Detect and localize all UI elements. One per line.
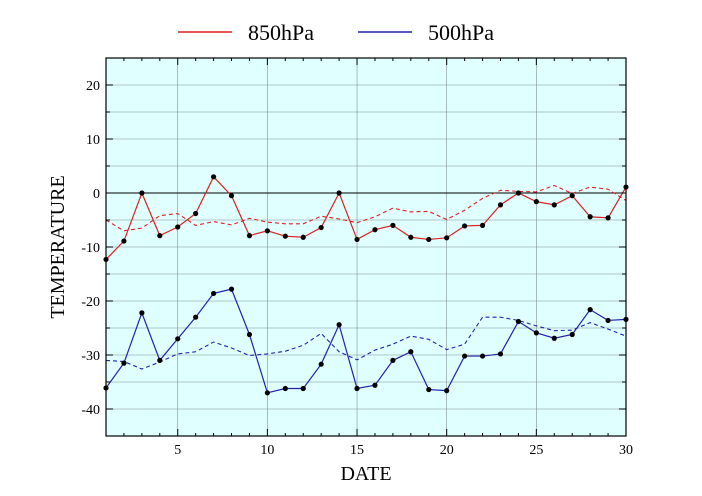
data-point <box>300 234 306 240</box>
data-point <box>157 233 163 239</box>
data-point <box>228 193 235 199</box>
legend: 850hPa 500hPa <box>178 20 494 45</box>
data-point <box>264 390 270 396</box>
x-tick-labels: 5 10 15 20 25 30 <box>174 443 633 458</box>
data-point <box>551 335 557 341</box>
data-point <box>587 307 593 313</box>
series-line-0 <box>105 175 627 260</box>
data-point <box>121 360 127 366</box>
data-point <box>390 357 396 363</box>
data-point <box>426 386 432 393</box>
data-point <box>372 382 378 388</box>
data-point <box>139 310 145 316</box>
y-tick-label: 20 <box>86 79 100 94</box>
data-point <box>426 236 432 243</box>
data-point <box>408 234 414 240</box>
data-point <box>354 236 360 243</box>
y-tick-label: -30 <box>81 349 100 364</box>
x-tick-label: 15 <box>350 443 364 458</box>
data-point <box>569 193 575 199</box>
data-point <box>605 215 611 221</box>
data-point <box>444 235 450 241</box>
data-point <box>372 227 378 233</box>
y-tick-label: 0 <box>93 187 100 202</box>
data-point <box>121 238 127 244</box>
x-tick-label: 20 <box>440 443 454 458</box>
data-point <box>479 222 486 228</box>
data-points <box>103 174 629 396</box>
data-point <box>408 349 414 355</box>
data-point <box>282 385 288 392</box>
data-point <box>193 314 199 320</box>
normal-lines <box>105 184 627 370</box>
data-point <box>210 290 217 297</box>
legend-label-0: 850hPa <box>248 20 314 45</box>
y-tick-label: -20 <box>81 295 100 310</box>
y-tick-labels: -40 -30 -20 -10 0 10 20 <box>81 79 100 418</box>
data-point <box>210 174 217 180</box>
data-point <box>605 317 611 324</box>
x-axis-label: DATE <box>340 463 391 485</box>
normal-line-1 <box>105 316 627 370</box>
data-point <box>354 385 360 392</box>
data-point <box>193 210 199 217</box>
data-point <box>282 233 288 239</box>
axis-ticks <box>105 57 627 437</box>
data-point <box>533 199 539 205</box>
y-axis-label: TEMPERATURE <box>47 175 69 318</box>
data-point <box>175 336 181 342</box>
data-point <box>318 361 324 367</box>
data-point <box>515 190 522 196</box>
data-point <box>444 388 450 394</box>
y-tick-label: -10 <box>81 241 100 256</box>
y-tick-label: 10 <box>86 133 100 148</box>
data-point <box>139 190 145 196</box>
data-point <box>533 330 539 336</box>
data-point <box>264 228 270 234</box>
data-point <box>246 331 253 338</box>
x-tick-label: 5 <box>174 443 181 458</box>
data-point <box>246 233 253 239</box>
data-point <box>587 214 593 220</box>
data-point <box>569 331 575 338</box>
x-tick-label: 10 <box>260 443 274 458</box>
data-point <box>318 224 324 231</box>
legend-label-1: 500hPa <box>428 20 494 45</box>
normal-line-0 <box>105 184 627 232</box>
data-point <box>551 202 557 208</box>
data-point <box>336 190 342 196</box>
x-tick-label: 25 <box>529 443 543 458</box>
series-lines <box>105 175 627 394</box>
data-point <box>390 222 396 228</box>
x-tick-label: 30 <box>619 443 633 458</box>
y-tick-label: -40 <box>81 403 100 418</box>
data-point <box>497 351 504 357</box>
data-point <box>300 385 306 392</box>
data-point <box>175 224 181 230</box>
data-point <box>497 202 504 208</box>
series-line-1 <box>105 288 627 394</box>
data-point <box>462 223 468 229</box>
data-point <box>462 353 468 359</box>
data-point <box>157 357 163 363</box>
data-point <box>515 318 522 325</box>
grid-lines <box>106 58 626 436</box>
data-point <box>336 322 342 328</box>
data-point <box>479 353 486 359</box>
data-point <box>228 286 235 292</box>
